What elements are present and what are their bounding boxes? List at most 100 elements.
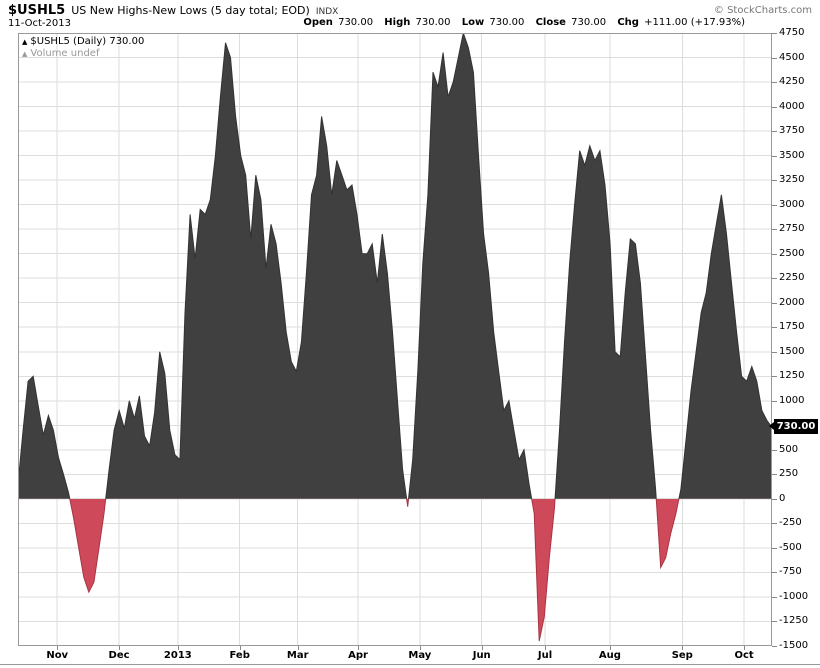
y-axis-tick bbox=[772, 351, 777, 353]
x-axis-tick bbox=[239, 646, 241, 650]
y-axis-tick bbox=[772, 278, 777, 280]
y-axis-label: 3250 bbox=[779, 174, 805, 186]
high-value: 730.00 bbox=[415, 17, 451, 28]
y-axis-label: -750 bbox=[779, 566, 802, 578]
y-axis-label: -250 bbox=[779, 517, 802, 529]
x-axis-label: Feb bbox=[229, 650, 250, 661]
y-axis-tick bbox=[772, 400, 777, 402]
y-axis-tick bbox=[772, 621, 777, 623]
y-axis-tick bbox=[772, 572, 777, 574]
x-axis-tick bbox=[119, 646, 121, 650]
x-axis-tick bbox=[297, 646, 299, 650]
x-axis-label: Jun bbox=[472, 650, 491, 661]
y-axis-label: 4500 bbox=[779, 51, 805, 63]
y-axis-tick bbox=[772, 155, 777, 157]
x-axis-tick bbox=[419, 646, 421, 650]
x-axis-label: Nov bbox=[46, 650, 69, 661]
x-axis-label: Jul bbox=[537, 650, 553, 661]
y-axis-label: -500 bbox=[779, 541, 802, 553]
series-legend: ▲ $USHL5 (Daily) 730.00 bbox=[22, 36, 144, 48]
x-axis-label: 2013 bbox=[163, 650, 192, 661]
open-label: Open bbox=[303, 17, 333, 28]
y-axis-label: 1750 bbox=[779, 321, 805, 333]
x-axis-tick bbox=[177, 646, 179, 650]
y-axis-label: 3500 bbox=[779, 149, 805, 161]
x-axis-tick bbox=[545, 646, 547, 650]
bottom-axis-rule bbox=[0, 664, 820, 665]
y-axis-tick bbox=[772, 57, 777, 59]
y-axis-tick bbox=[772, 449, 777, 451]
volume-legend-label: Volume undef bbox=[30, 48, 100, 59]
y-axis-label: 4250 bbox=[779, 76, 805, 88]
y-axis-tick bbox=[772, 376, 777, 378]
price-tag-arrow-icon bbox=[769, 422, 774, 430]
x-axis-tick bbox=[358, 646, 360, 650]
volume-marker-icon: ▲ bbox=[22, 50, 28, 58]
change-value: +111.00 (+17.93%) bbox=[644, 17, 745, 28]
y-axis-label: 2750 bbox=[779, 223, 805, 235]
y-axis-tick bbox=[772, 498, 777, 500]
y-axis-label: 3750 bbox=[779, 125, 805, 137]
y-axis-tick bbox=[772, 474, 777, 476]
x-axis-label: Sep bbox=[671, 650, 693, 661]
y-axis-tick bbox=[772, 327, 777, 329]
x-axis-tick bbox=[682, 646, 684, 650]
ohlc-quote-row: Open 730.00 High 730.00 Low 730.00 Close… bbox=[303, 17, 745, 28]
y-axis-tick bbox=[772, 302, 777, 304]
y-axis-tick bbox=[772, 523, 777, 525]
y-axis-label: 1250 bbox=[779, 370, 805, 382]
chart-legend: ▲ $USHL5 (Daily) 730.00 ▲ Volume undef bbox=[22, 36, 144, 60]
y-axis-tick bbox=[772, 131, 777, 133]
area-chart-plot bbox=[18, 33, 772, 646]
x-axis-label: Oct bbox=[734, 650, 754, 661]
y-axis-label: 4750 bbox=[779, 27, 805, 38]
change-label: Chg bbox=[617, 17, 639, 28]
y-axis-label: 250 bbox=[779, 468, 799, 480]
series-legend-label: $USHL5 (Daily) 730.00 bbox=[30, 36, 145, 47]
high-label: High bbox=[384, 17, 411, 28]
y-axis-tick bbox=[772, 204, 777, 206]
y-axis-tick bbox=[772, 646, 777, 647]
y-axis-label: 1500 bbox=[779, 345, 805, 357]
y-axis-tick bbox=[772, 106, 777, 108]
open-value: 730.00 bbox=[338, 17, 374, 28]
close-label: Close bbox=[535, 17, 566, 28]
x-axis-tick bbox=[57, 646, 59, 650]
copyright-label: © StockCharts.com bbox=[713, 5, 812, 16]
y-axis-tick bbox=[772, 82, 777, 84]
low-label: Low bbox=[461, 17, 485, 28]
y-axis-label: -1250 bbox=[779, 615, 809, 627]
y-axis-label: 2500 bbox=[779, 247, 805, 259]
y-axis-label: 2000 bbox=[779, 296, 805, 308]
y-axis-label: 3000 bbox=[779, 198, 805, 210]
volume-legend: ▲ Volume undef bbox=[22, 48, 144, 60]
series-marker-icon: ▲ bbox=[22, 38, 28, 46]
x-axis-tick bbox=[609, 646, 611, 650]
y-axis-tick bbox=[772, 229, 777, 231]
y-axis-label: 1000 bbox=[779, 394, 805, 406]
x-axis-label: May bbox=[408, 650, 432, 661]
y-axis-label: -1500 bbox=[779, 640, 809, 651]
x-axis-tick bbox=[744, 646, 746, 650]
y-axis-tick bbox=[772, 596, 777, 598]
y-axis-label: -1000 bbox=[779, 590, 809, 602]
last-price-tag: 730.00 bbox=[769, 419, 818, 434]
symbol-label: $USHL5 bbox=[8, 3, 66, 18]
y-axis-tick bbox=[772, 253, 777, 255]
y-axis-tick bbox=[772, 547, 777, 549]
chart-header: $USHL5 US New Highs-New Lows (5 day tota… bbox=[8, 3, 338, 18]
x-axis-tick bbox=[481, 646, 483, 650]
y-axis-tick bbox=[772, 180, 777, 182]
exchange-label: INDX bbox=[315, 7, 339, 17]
y-axis-label: 0 bbox=[779, 492, 786, 504]
chart-title: US New Highs-New Lows (5 day total; EOD) bbox=[71, 4, 310, 17]
x-axis-label: Aug bbox=[598, 650, 621, 661]
x-axis-label: Apr bbox=[348, 650, 368, 661]
y-axis-tick bbox=[772, 33, 777, 34]
y-axis-label: 2250 bbox=[779, 272, 805, 284]
low-value: 730.00 bbox=[489, 17, 525, 28]
y-axis-label: 4000 bbox=[779, 100, 805, 112]
price-tag-value: 730.00 bbox=[776, 421, 816, 432]
x-axis-label: Mar bbox=[286, 650, 309, 661]
